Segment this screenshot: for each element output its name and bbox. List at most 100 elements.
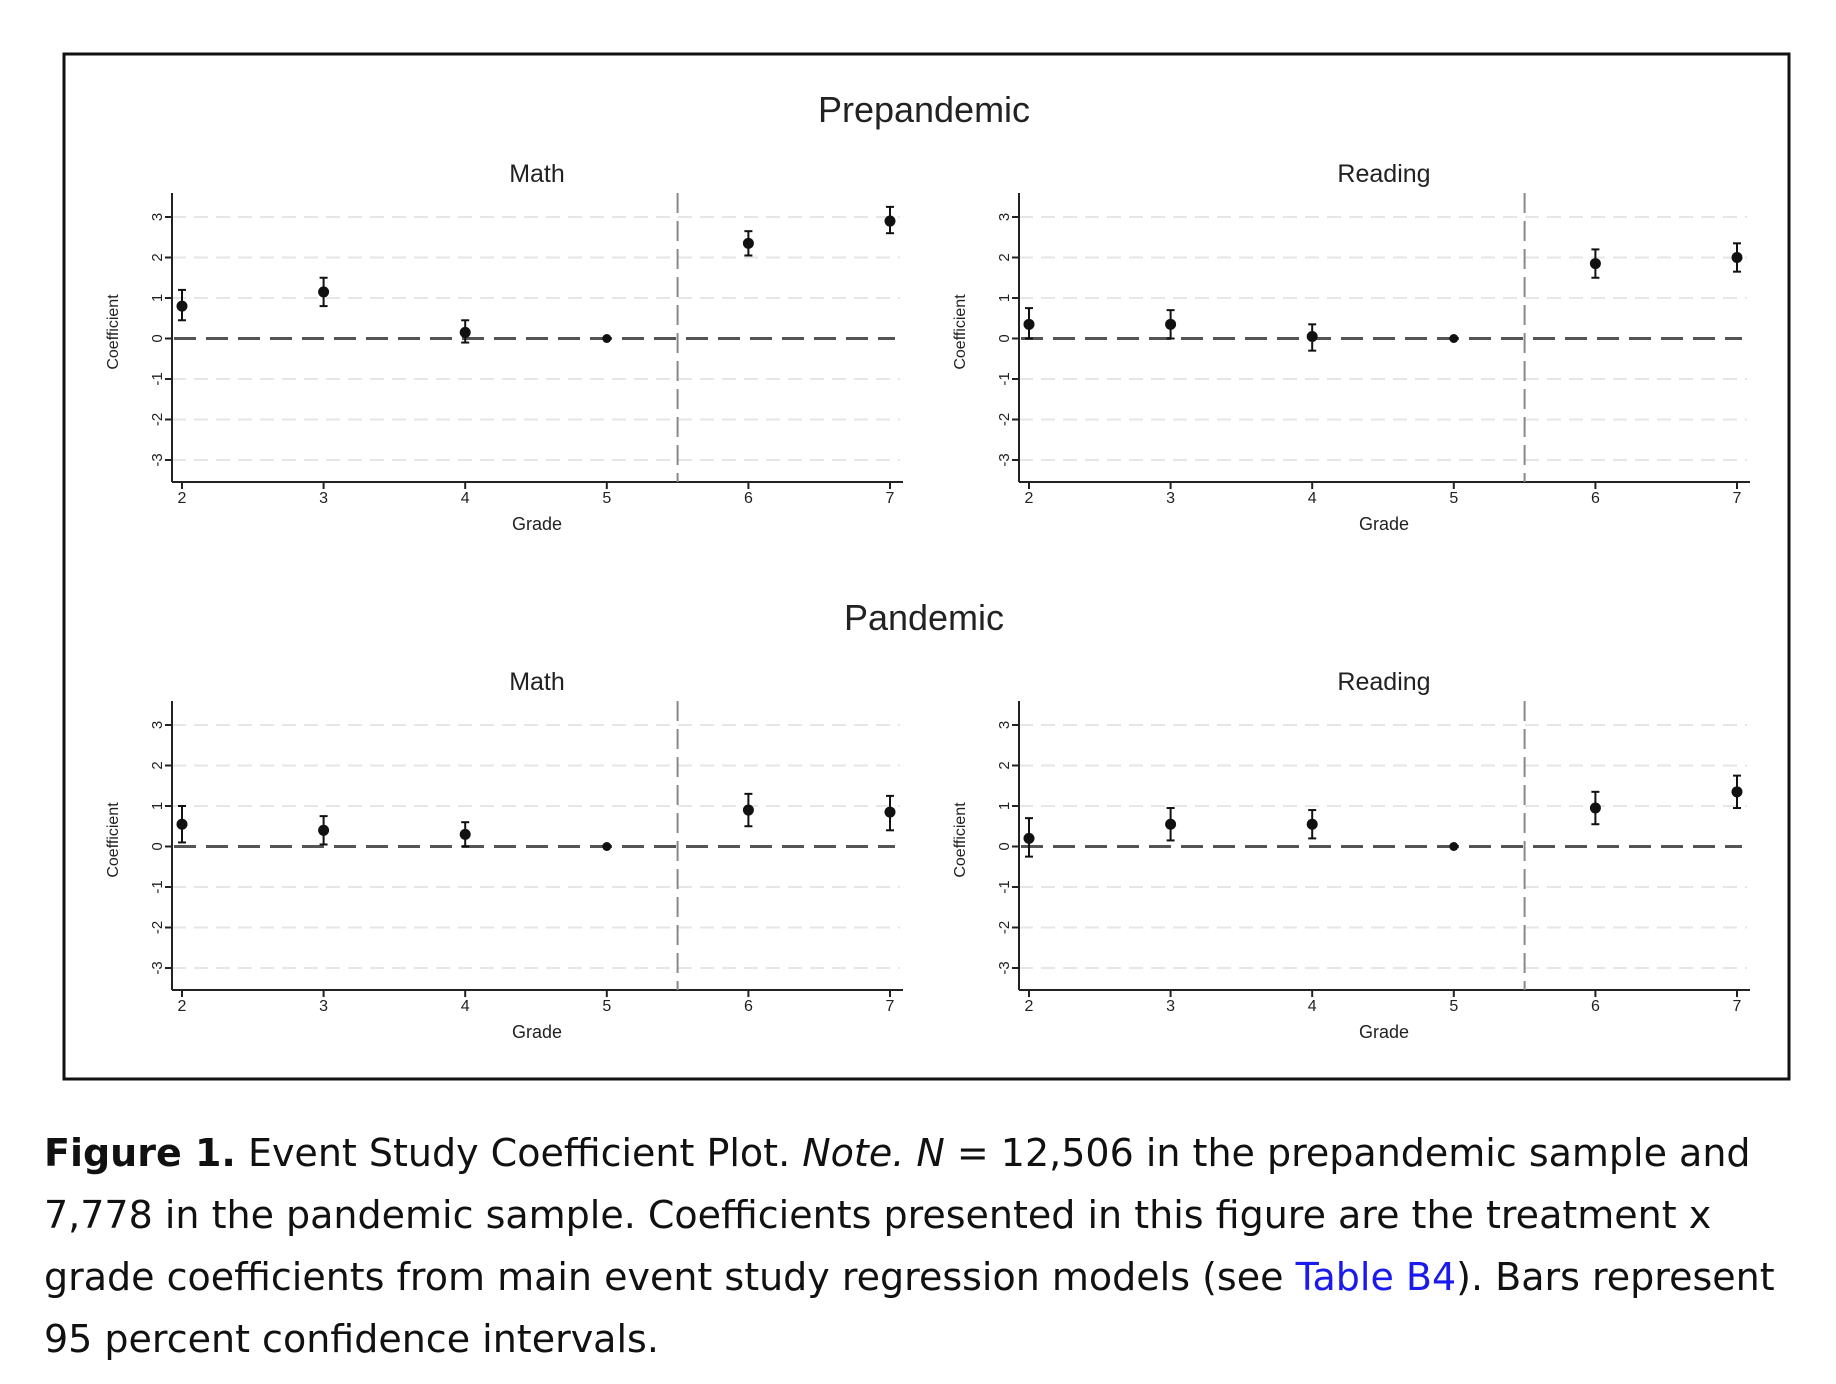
panel-2-y-axis-label: Coefficient [952, 294, 969, 370]
panel-4-y-tick-label: 1 [996, 802, 1013, 810]
panel-1-y-tick-label: 1 [149, 294, 166, 302]
panel-4-title: Reading [1337, 668, 1430, 696]
panel-1-y-tick-label: -3 [149, 453, 166, 466]
panel-3-title: Math [509, 668, 565, 696]
panel-3-x-tick-label: 3 [319, 998, 328, 1015]
panel-4-x-tick-label: 5 [1449, 998, 1458, 1015]
panel-3-y-tick-label: 3 [149, 721, 166, 729]
group-title-pandemic: Pandemic [844, 597, 1004, 638]
panel-3-x-tick-label: 4 [461, 998, 470, 1015]
figure-border [62, 52, 1791, 1081]
panel-2-y-tick-label: 0 [996, 334, 1013, 342]
panel-1-x-tick-label: 5 [602, 490, 611, 507]
panel-3-x-tick-label: 5 [602, 998, 611, 1015]
panel-2-data-point [1449, 334, 1459, 343]
panel-3-data-point [176, 818, 188, 830]
panel-4-y-tick-label: 0 [996, 842, 1013, 850]
panel-3-x-tick-label: 6 [744, 998, 753, 1015]
caption-text-3: ). Bars represent 95 percent confidence … [44, 1255, 1775, 1361]
panel-3-y-tick-label: -1 [149, 880, 166, 893]
panel-1-x-tick-label: 6 [744, 490, 753, 507]
panel-3-y-tick-label: 2 [149, 761, 166, 769]
panel-4-y-tick-label: -3 [996, 961, 1013, 974]
panel-2-data-point [1165, 318, 1177, 330]
figure-label: Figure 1. [44, 1131, 236, 1175]
panel-2-x-axis-label: Grade [1359, 514, 1409, 534]
panel-4-x-tick-label: 7 [1733, 998, 1742, 1015]
panel-1-y-tick-label: 3 [149, 213, 166, 221]
panel-4-x-tick-label: 2 [1025, 998, 1034, 1015]
panel-2-x-tick-label: 5 [1449, 490, 1458, 507]
panel-1-data-point [459, 326, 471, 338]
panel-3-y-tick-label: 1 [149, 802, 166, 810]
panel-2-data-point [1306, 330, 1318, 342]
panel-2-x-tick-label: 3 [1166, 490, 1175, 507]
panel-3-x-tick-label: 2 [178, 998, 187, 1015]
group-title-prepandemic: Prepandemic [818, 89, 1030, 130]
panel-3-data-point [459, 828, 471, 840]
panel-3-x-tick-label: 7 [886, 998, 895, 1015]
panel-3-y-tick-label: 0 [149, 842, 166, 850]
panel-1-x-tick-label: 4 [461, 490, 470, 507]
panel-4-data-point [1023, 832, 1035, 844]
caption-note: Note. N [802, 1131, 945, 1175]
panel-1-x-tick-label: 7 [886, 490, 895, 507]
panel-1-data-point [884, 215, 896, 227]
panel-3-data-point [318, 824, 330, 836]
panel-1-title: Math [509, 160, 565, 188]
panel-1-data-point [742, 237, 754, 249]
panel-4-data-point [1306, 818, 1318, 830]
panel-1-data-point [176, 300, 188, 312]
panel-1-y-tick-label: -1 [149, 372, 166, 385]
panel-4-x-axis-label: Grade [1359, 1022, 1409, 1042]
panel-2-y-tick-label: -2 [996, 413, 1013, 426]
panel-2-y-tick-label: -1 [996, 372, 1013, 385]
panel-4-x-tick-label: 6 [1591, 998, 1600, 1015]
panel-3-y-axis-label: Coefficient [105, 802, 122, 878]
panel-1-x-axis-label: Grade [512, 514, 562, 534]
panel-2-data-point [1023, 318, 1035, 330]
panel-2-x-tick-label: 7 [1733, 490, 1742, 507]
panel-2-title: Reading [1337, 160, 1430, 188]
panel-4-data-point [1589, 802, 1601, 814]
panel-1-y-tick-label: -2 [149, 413, 166, 426]
panel-4-y-axis-label: Coefficient [952, 802, 969, 878]
panel-2-data-point [1731, 252, 1743, 263]
panel-3-y-tick-label: -3 [149, 961, 166, 974]
panel-1-x-tick-label: 2 [178, 490, 187, 507]
panel-4-x-tick-label: 4 [1308, 998, 1317, 1015]
panel-1-data-point [602, 334, 612, 343]
panel-2-x-tick-label: 6 [1591, 490, 1600, 507]
panel-2-data-point [1589, 258, 1601, 270]
panel-2-y-tick-label: 1 [996, 294, 1013, 302]
panel-3-data-point [884, 806, 896, 818]
panel-3-data-point [602, 842, 612, 851]
panel-4-x-tick-label: 3 [1166, 998, 1175, 1015]
caption-text-2: = 12,506 in the prepandemic sample and 7… [44, 1131, 1751, 1299]
panel-4-data-point [1731, 786, 1743, 798]
panel-4-y-tick-label: 3 [996, 721, 1013, 729]
panel-4-data-point [1449, 842, 1459, 851]
panel-4-y-tick-label: 2 [996, 761, 1013, 769]
panel-2-y-tick-label: 3 [996, 213, 1013, 221]
panel-1-data-point [318, 286, 330, 298]
panel-2-x-tick-label: 2 [1025, 490, 1034, 507]
figure-caption: Figure 1. Event Study Coefficient Plot. … [44, 1122, 1824, 1370]
panel-1-y-tick-label: 0 [149, 334, 166, 342]
table-b4-link[interactable]: Table B4 [1295, 1255, 1457, 1299]
caption-text: Event Study Coefficient Plot. [235, 1131, 803, 1175]
panel-4-y-tick-label: -1 [996, 880, 1013, 893]
panel-3-data-point [742, 804, 754, 816]
panel-3-x-axis-label: Grade [512, 1022, 562, 1042]
panel-3-y-tick-label: -2 [149, 921, 166, 934]
panel-4-y-tick-label: -2 [996, 921, 1013, 934]
panel-4-data-point [1165, 818, 1177, 830]
panel-2-y-tick-label: -3 [996, 453, 1013, 466]
panel-2-x-tick-label: 4 [1308, 490, 1317, 507]
panel-1-y-tick-label: 2 [149, 253, 166, 261]
panel-1-x-tick-label: 3 [319, 490, 328, 507]
panel-2-y-tick-label: 2 [996, 253, 1013, 261]
panel-1-y-axis-label: Coefficient [105, 294, 122, 370]
